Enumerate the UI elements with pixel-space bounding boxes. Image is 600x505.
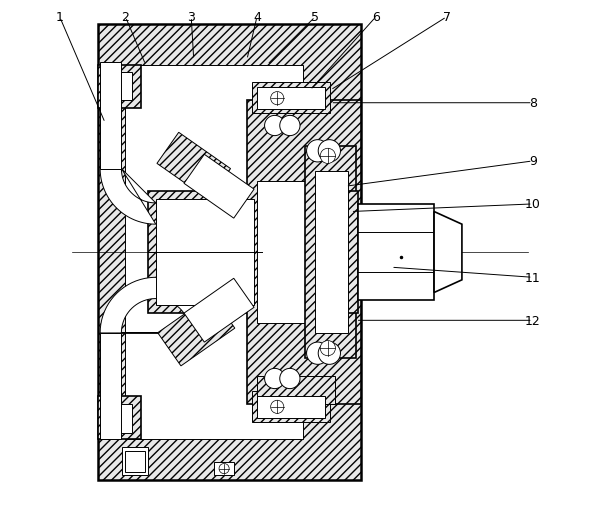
Bar <box>358 205 434 300</box>
Bar <box>125 66 302 439</box>
Circle shape <box>320 149 335 164</box>
Bar <box>107 405 132 433</box>
Polygon shape <box>157 133 230 200</box>
Circle shape <box>265 369 285 389</box>
Text: 4: 4 <box>253 11 261 24</box>
Circle shape <box>271 400 284 414</box>
Circle shape <box>265 116 285 136</box>
Polygon shape <box>184 155 254 219</box>
Polygon shape <box>434 212 462 293</box>
Circle shape <box>219 464 229 474</box>
Circle shape <box>320 341 335 356</box>
Bar <box>247 101 361 404</box>
Text: 9: 9 <box>529 155 536 168</box>
Polygon shape <box>100 278 211 333</box>
Circle shape <box>307 342 329 365</box>
Bar <box>98 396 140 439</box>
Bar <box>257 376 335 404</box>
Circle shape <box>271 92 284 106</box>
Text: 5: 5 <box>311 11 319 24</box>
Bar <box>214 462 234 475</box>
Text: 3: 3 <box>187 11 195 24</box>
Circle shape <box>318 342 340 365</box>
Bar <box>98 66 140 109</box>
Circle shape <box>280 369 300 389</box>
Text: 12: 12 <box>525 314 541 327</box>
Text: 1: 1 <box>56 11 64 24</box>
Bar <box>257 396 325 418</box>
Bar <box>315 172 348 333</box>
Text: 2: 2 <box>121 11 130 24</box>
Polygon shape <box>100 169 156 225</box>
Bar <box>257 182 350 323</box>
Polygon shape <box>158 295 235 366</box>
Text: 8: 8 <box>529 97 537 110</box>
Bar <box>98 25 361 480</box>
Bar <box>338 192 358 313</box>
Bar <box>107 73 132 101</box>
Polygon shape <box>184 279 254 342</box>
Bar <box>122 447 148 475</box>
Circle shape <box>307 140 329 163</box>
Circle shape <box>318 140 340 163</box>
Bar <box>257 88 325 110</box>
Bar <box>100 333 121 439</box>
Text: 11: 11 <box>525 271 541 284</box>
Bar <box>156 199 254 306</box>
Text: 10: 10 <box>525 198 541 211</box>
Text: 6: 6 <box>372 11 380 24</box>
Bar <box>252 391 331 422</box>
Text: 7: 7 <box>443 11 451 24</box>
Bar <box>125 451 145 472</box>
Bar <box>252 83 331 114</box>
Bar <box>100 63 121 169</box>
Bar <box>305 146 356 359</box>
Circle shape <box>280 116 300 136</box>
Bar <box>148 192 262 313</box>
